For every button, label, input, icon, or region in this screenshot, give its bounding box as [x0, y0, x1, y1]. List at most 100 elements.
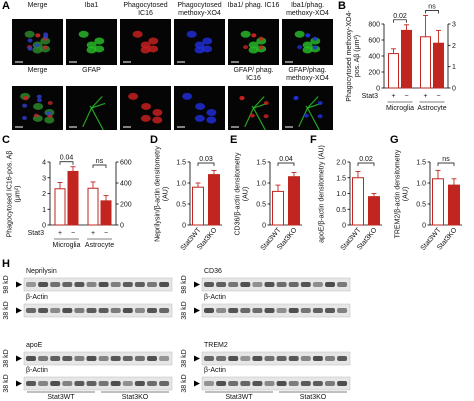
- y-tick-label: 1.5: [176, 160, 186, 167]
- kd-label: 38 kD: [181, 301, 188, 319]
- bar: [448, 184, 460, 226]
- blot-band: [62, 308, 73, 313]
- blot-band: [110, 381, 121, 386]
- cell-signal: [140, 114, 151, 122]
- blot-band: [300, 381, 311, 386]
- condition-value: −: [436, 93, 440, 100]
- significance-bracket: [59, 161, 74, 165]
- kd-label: 98 kD: [181, 275, 188, 293]
- cell-signal: [263, 114, 269, 119]
- cell-process: [82, 107, 93, 128]
- blot-band: [26, 356, 36, 361]
- cell-signal: [263, 101, 269, 106]
- group-label: Astrocyte: [417, 105, 446, 112]
- cell-signal: [152, 109, 163, 117]
- y-axis-label: apoE/β-actin densitometry (AU): [318, 144, 325, 243]
- bar: [388, 53, 399, 89]
- blot-band: [337, 381, 348, 386]
- kd-arrow: [16, 307, 22, 314]
- cell-signal: [35, 33, 41, 38]
- blot-band: [86, 308, 97, 313]
- significance-bracket: [277, 162, 295, 166]
- blot-band: [204, 308, 214, 313]
- cell-signal: [302, 46, 313, 54]
- condition-value: −: [71, 230, 75, 237]
- blot-band: [228, 308, 239, 313]
- blot-band: [26, 308, 36, 313]
- blot-label: Neprilysin: [26, 268, 57, 275]
- blot-band: [240, 308, 251, 313]
- blot-band: [62, 356, 73, 361]
- blot-band: [74, 381, 85, 386]
- y-tick-label: 400: [368, 54, 380, 61]
- cell-signal: [22, 116, 28, 121]
- blot-band: [264, 308, 275, 313]
- blot-band: [325, 308, 335, 313]
- y-tick-label: 800: [368, 22, 380, 29]
- condition-value: −: [104, 230, 108, 237]
- y-tick-label: 0.5: [256, 202, 266, 209]
- p-value: ns: [442, 156, 450, 163]
- kd-arrow: [194, 307, 200, 314]
- cell-signal: [305, 33, 311, 38]
- blot-band: [337, 356, 348, 361]
- blot-band: [216, 356, 227, 361]
- group-label: Microglia: [386, 105, 414, 112]
- blot-strip: [23, 376, 173, 391]
- cell-signal: [202, 37, 213, 45]
- y-tick-label: 0: [422, 223, 426, 230]
- image-label: Phagocytosed IC16: [123, 2, 168, 17]
- y-tick-label: 1.0: [256, 181, 266, 188]
- cell-signal: [148, 45, 159, 53]
- image-label: GFAP: [82, 67, 101, 74]
- cell-process: [252, 107, 266, 131]
- blot-band: [312, 282, 323, 287]
- cell-signal: [239, 96, 245, 101]
- condition-value: −: [404, 93, 408, 100]
- bar: [272, 190, 284, 226]
- blot-band: [312, 356, 323, 361]
- cell-signal: [243, 45, 249, 50]
- image-label: Iba1: [84, 2, 99, 9]
- cell-signal: [94, 45, 105, 53]
- blot-band: [288, 308, 299, 313]
- cell-process: [90, 107, 104, 131]
- blot-band: [337, 308, 348, 313]
- blot-band: [228, 356, 239, 361]
- cell-process: [306, 107, 320, 131]
- blot-band: [312, 308, 323, 313]
- cell-signal: [194, 46, 205, 54]
- significance-bracket: [393, 19, 407, 23]
- blot-label: TREM2: [204, 342, 228, 349]
- cell-signal: [194, 114, 205, 122]
- significance-bracket: [357, 162, 375, 166]
- blot-band: [276, 381, 287, 386]
- kd-arrow: [194, 355, 200, 362]
- panel-letter: F: [310, 134, 317, 146]
- blot-band: [216, 308, 227, 313]
- cell-signal: [194, 41, 205, 49]
- y-tick-label: 0: [342, 223, 346, 230]
- kd-label: 38 kD: [181, 374, 188, 392]
- group-label: Astrocyte: [85, 242, 114, 249]
- blot-band: [325, 381, 335, 386]
- blot-band: [147, 356, 157, 361]
- blot-strip: [201, 376, 351, 391]
- bar: [420, 36, 431, 89]
- blot-band: [337, 282, 348, 287]
- cell-signal: [248, 46, 259, 54]
- image-label: GFAP/phag. methoxy-XO4: [286, 67, 329, 82]
- blot-band: [86, 356, 97, 361]
- cell-process: [307, 96, 319, 109]
- blot-band: [264, 381, 275, 386]
- kd-label: 98 kD: [3, 275, 10, 293]
- cell-signal: [303, 113, 309, 118]
- blot-label: β-Actin: [26, 294, 48, 301]
- blot-band: [264, 282, 275, 287]
- blot-band: [122, 381, 133, 386]
- cell-signal: [94, 37, 105, 45]
- blot-band: [50, 282, 61, 287]
- cell-signal: [297, 45, 303, 50]
